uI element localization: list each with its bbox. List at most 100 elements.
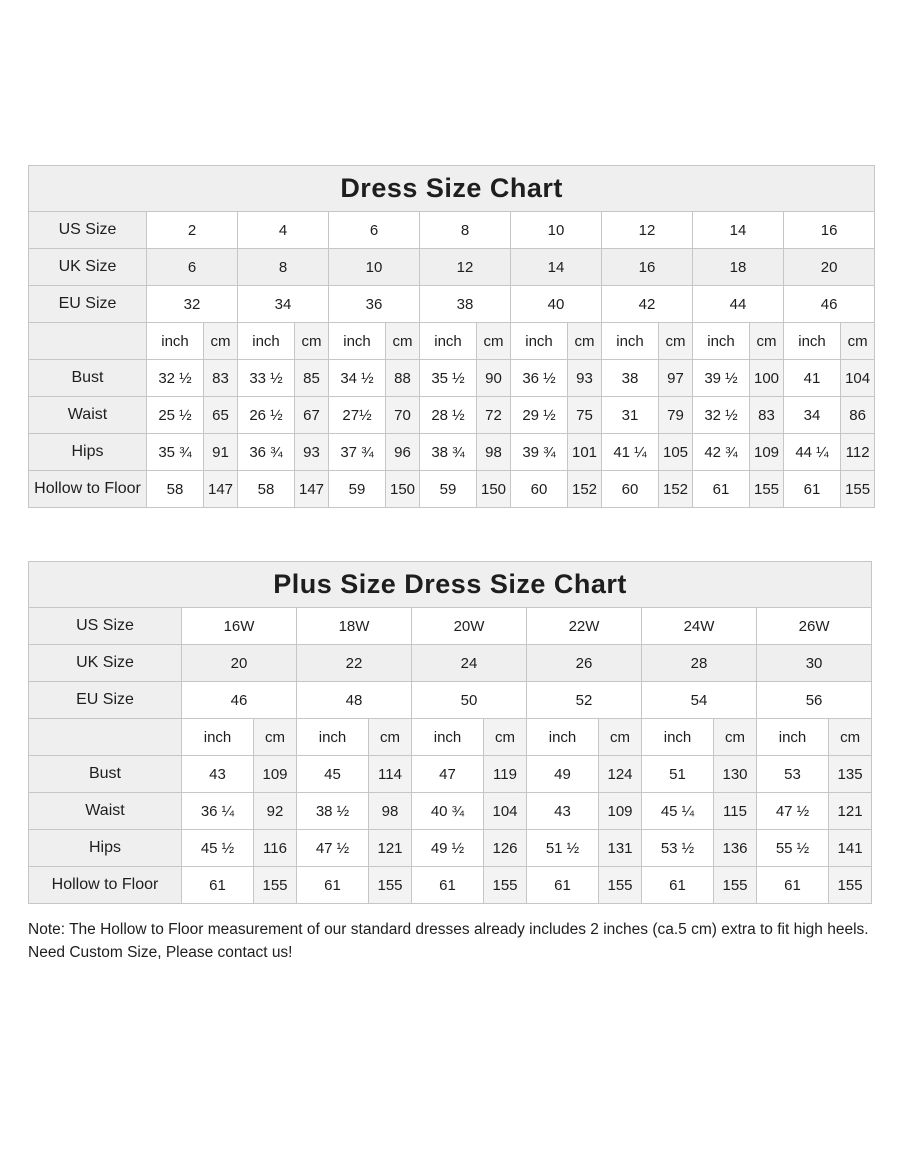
inch-value-cell: 61 bbox=[526, 866, 599, 904]
cm-value-cell: 155 bbox=[827, 866, 873, 904]
unit-inch-label: inch bbox=[641, 718, 714, 756]
unit-inch-label: inch bbox=[328, 322, 386, 360]
size-value-cell: 54 bbox=[641, 681, 757, 719]
cm-value-cell: 152 bbox=[567, 470, 602, 508]
size-value-cell: 32 bbox=[146, 285, 238, 323]
inch-value-cell: 31 bbox=[601, 396, 659, 434]
size-value-cell: 24 bbox=[411, 644, 527, 682]
size-value-cell: 30 bbox=[755, 644, 873, 682]
inch-value-cell: 61 bbox=[181, 866, 254, 904]
cm-value-cell: 96 bbox=[385, 433, 420, 471]
inch-value-cell: 38 ¾ bbox=[419, 433, 477, 471]
cm-value-cell: 112 bbox=[839, 433, 876, 471]
size-value-cell: 46 bbox=[181, 681, 297, 719]
row-label: Bust bbox=[28, 755, 182, 793]
inch-value-cell: 61 bbox=[411, 866, 484, 904]
inch-value-cell: 38 ½ bbox=[296, 792, 369, 830]
cm-value-cell: 155 bbox=[713, 866, 757, 904]
size-value-cell: 16W bbox=[181, 607, 297, 645]
cm-value-cell: 79 bbox=[658, 396, 693, 434]
inch-value-cell: 61 bbox=[756, 866, 829, 904]
size-value-cell: 8 bbox=[237, 248, 329, 286]
inch-value-cell: 35 ½ bbox=[419, 359, 477, 397]
inch-value-cell: 45 ½ bbox=[181, 829, 254, 867]
dress-size-chart-table: Dress Size Chart US Size 2 4 6 8 10 12 14 16 UK Si… bbox=[27, 165, 876, 508]
measurement-row: Hollow to Floor 61 155 61 155 61 155 61 155 61 155… bbox=[28, 866, 873, 904]
size-value-cell: 36 bbox=[328, 285, 420, 323]
cm-value-cell: 109 bbox=[598, 792, 642, 830]
inch-value-cell: 41 bbox=[783, 359, 841, 397]
size-value-cell: 6 bbox=[328, 211, 420, 249]
inch-value-cell: 58 bbox=[146, 470, 204, 508]
cm-value-cell: 109 bbox=[749, 433, 784, 471]
cm-value-cell: 93 bbox=[294, 433, 329, 471]
size-value-cell: 18W bbox=[296, 607, 412, 645]
inch-value-cell: 61 bbox=[783, 470, 841, 508]
inch-value-cell: 51 ½ bbox=[526, 829, 599, 867]
inch-value-cell: 34 bbox=[783, 396, 841, 434]
unit-cm-label: cm bbox=[713, 718, 757, 756]
cm-value-cell: 124 bbox=[598, 755, 642, 793]
cm-value-cell: 67 bbox=[294, 396, 329, 434]
size-value-cell: 44 bbox=[692, 285, 784, 323]
unit-cm-label: cm bbox=[203, 322, 238, 360]
cm-value-cell: 155 bbox=[253, 866, 297, 904]
cm-value-cell: 115 bbox=[713, 792, 757, 830]
size-value-cell: 12 bbox=[419, 248, 511, 286]
unit-inch-label: inch bbox=[510, 322, 568, 360]
inch-value-cell: 40 ¾ bbox=[411, 792, 484, 830]
inch-value-cell: 26 ½ bbox=[237, 396, 295, 434]
size-value-cell: 4 bbox=[237, 211, 329, 249]
cm-value-cell: 90 bbox=[476, 359, 511, 397]
size-value-cell: 6 bbox=[146, 248, 238, 286]
unit-inch-label: inch bbox=[296, 718, 369, 756]
unit-cm-label: cm bbox=[294, 322, 329, 360]
cm-value-cell: 136 bbox=[713, 829, 757, 867]
row-label: UK Size bbox=[28, 644, 182, 682]
inch-value-cell: 44 ¼ bbox=[783, 433, 841, 471]
inch-value-cell: 60 bbox=[510, 470, 568, 508]
inch-value-cell: 51 bbox=[641, 755, 714, 793]
size-value-cell: 20 bbox=[181, 644, 297, 682]
row-label: Hips bbox=[28, 433, 147, 471]
cm-value-cell: 130 bbox=[713, 755, 757, 793]
size-value-cell: 16 bbox=[782, 211, 876, 249]
inch-value-cell: 43 bbox=[181, 755, 254, 793]
unit-cm-label: cm bbox=[567, 322, 602, 360]
cm-value-cell: 88 bbox=[385, 359, 420, 397]
unit-inch-label: inch bbox=[783, 322, 841, 360]
cm-value-cell: 98 bbox=[368, 792, 412, 830]
inch-value-cell: 45 ¼ bbox=[641, 792, 714, 830]
row-label bbox=[28, 718, 182, 756]
size-row: EU Size 46 48 50 52 54 56 bbox=[28, 681, 873, 719]
cm-value-cell: 155 bbox=[368, 866, 412, 904]
size-value-cell: 50 bbox=[411, 681, 527, 719]
unit-cm-label: cm bbox=[385, 322, 420, 360]
cm-value-cell: 97 bbox=[658, 359, 693, 397]
size-value-cell: 56 bbox=[755, 681, 873, 719]
cm-value-cell: 100 bbox=[749, 359, 784, 397]
content-area: Dress Size Chart US Size 2 4 6 8 10 12 14 16 UK Si… bbox=[27, 165, 876, 964]
row-label: Waist bbox=[28, 396, 147, 434]
cm-value-cell: 135 bbox=[827, 755, 873, 793]
unit-inch-label: inch bbox=[411, 718, 484, 756]
cm-value-cell: 72 bbox=[476, 396, 511, 434]
size-value-cell: 40 bbox=[510, 285, 602, 323]
unit-cm-label: cm bbox=[476, 322, 511, 360]
cm-value-cell: 65 bbox=[203, 396, 238, 434]
row-label: US Size bbox=[28, 211, 147, 249]
size-row: US Size 16W 18W 20W 22W 24W 26W bbox=[28, 607, 873, 645]
size-value-cell: 14 bbox=[692, 211, 784, 249]
inch-value-cell: 36 ½ bbox=[510, 359, 568, 397]
cm-value-cell: 101 bbox=[567, 433, 602, 471]
size-value-cell: 8 bbox=[419, 211, 511, 249]
size-value-cell: 22 bbox=[296, 644, 412, 682]
size-value-cell: 52 bbox=[526, 681, 642, 719]
row-label: EU Size bbox=[28, 681, 182, 719]
size-row: UK Size 20 22 24 26 28 30 bbox=[28, 644, 873, 682]
unit-inch-label: inch bbox=[146, 322, 204, 360]
cm-value-cell: 104 bbox=[839, 359, 876, 397]
size-value-cell: 22W bbox=[526, 607, 642, 645]
size-value-cell: 26 bbox=[526, 644, 642, 682]
inch-value-cell: 34 ½ bbox=[328, 359, 386, 397]
